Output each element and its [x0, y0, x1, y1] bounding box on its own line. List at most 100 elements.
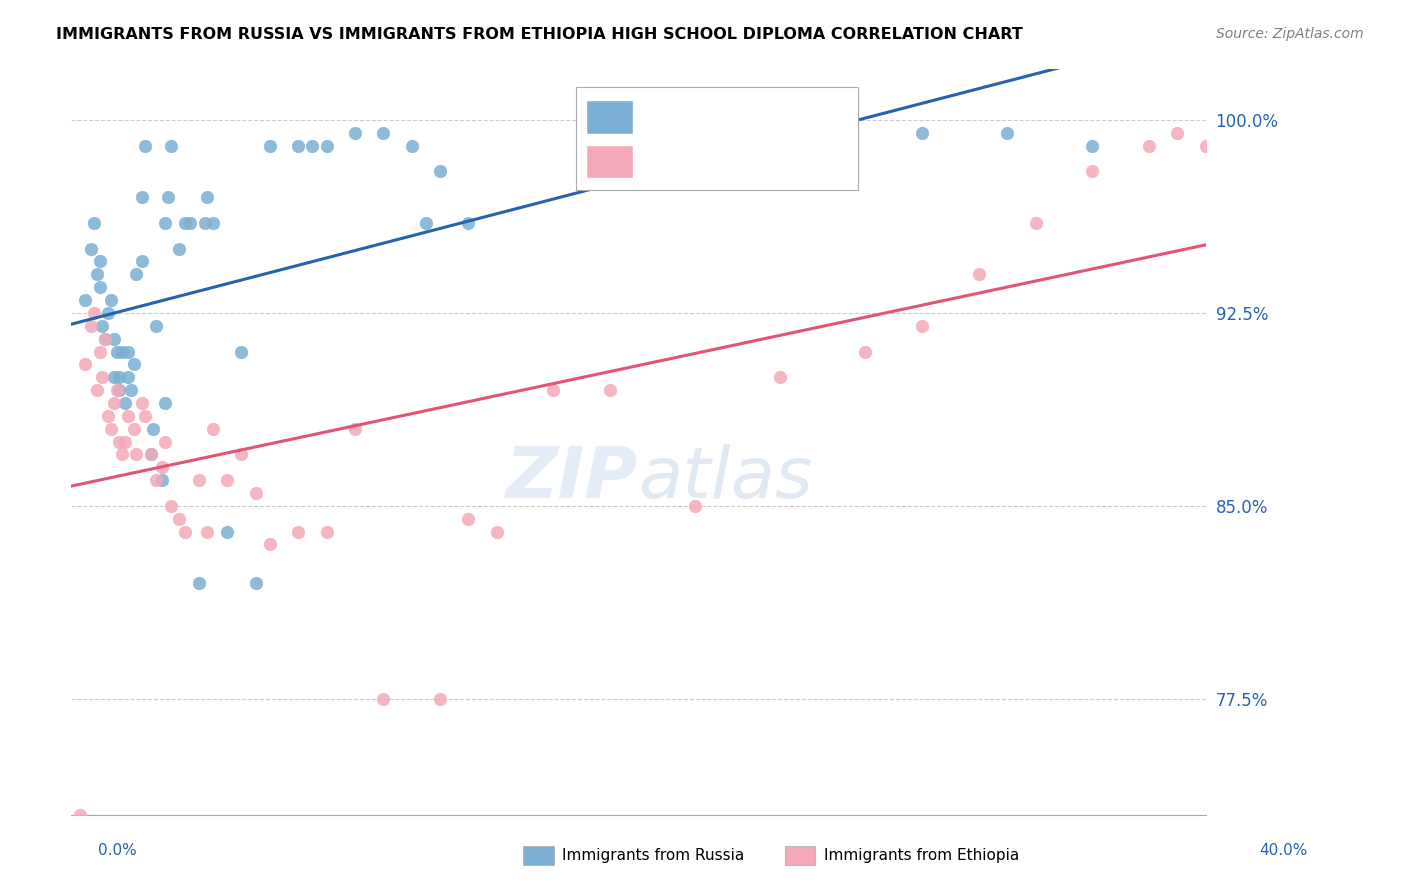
- Point: [75, 293, 97, 307]
- Point: [287, 138, 309, 153]
- Point: [69, 807, 91, 822]
- Point: [1166, 126, 1188, 140]
- Point: [75, 357, 97, 371]
- Point: [111, 447, 134, 461]
- Point: [97, 409, 120, 423]
- Point: [343, 126, 366, 140]
- Point: [995, 126, 1018, 140]
- Point: [571, 138, 593, 153]
- Point: [179, 216, 201, 230]
- Point: [217, 473, 239, 487]
- Point: [114, 434, 136, 449]
- Point: [117, 370, 139, 384]
- Point: [153, 434, 176, 449]
- Point: [245, 486, 267, 500]
- Point: [1081, 164, 1104, 178]
- Point: [134, 409, 156, 423]
- Point: [167, 512, 190, 526]
- Text: IMMIGRANTS FROM RUSSIA VS IMMIGRANTS FROM ETHIOPIA HIGH SCHOOL DIPLOMA CORRELATI: IMMIGRANTS FROM RUSSIA VS IMMIGRANTS FRO…: [56, 27, 1024, 42]
- Point: [83, 306, 105, 320]
- Point: [89, 344, 111, 359]
- Point: [457, 512, 479, 526]
- Point: [197, 190, 219, 204]
- Point: [231, 447, 253, 461]
- Point: [401, 138, 423, 153]
- Point: [769, 370, 792, 384]
- Point: [103, 332, 125, 346]
- Point: [89, 280, 111, 294]
- Point: [173, 216, 195, 230]
- Point: [457, 216, 479, 230]
- Point: [94, 332, 117, 346]
- Point: [153, 396, 176, 410]
- Point: [91, 318, 114, 333]
- Point: [301, 138, 323, 153]
- Point: [83, 216, 105, 230]
- Point: [134, 138, 156, 153]
- Text: R = 0.329    N = 53: R = 0.329 N = 53: [643, 153, 818, 171]
- Text: 40.0%: 40.0%: [1260, 843, 1308, 858]
- Point: [197, 524, 219, 539]
- Point: [108, 383, 131, 397]
- Point: [117, 409, 139, 423]
- Point: [429, 691, 451, 706]
- Point: [315, 138, 337, 153]
- Point: [599, 383, 621, 397]
- Point: [173, 524, 195, 539]
- Point: [967, 268, 990, 282]
- Point: [108, 370, 131, 384]
- Point: [1025, 216, 1047, 230]
- Text: atlas: atlas: [638, 444, 813, 513]
- Point: [97, 306, 120, 320]
- Point: [122, 422, 145, 436]
- Text: R = 0.519    N = 59: R = 0.519 N = 59: [643, 110, 818, 128]
- Point: [108, 434, 131, 449]
- Point: [373, 126, 395, 140]
- Point: [145, 473, 167, 487]
- Point: [217, 524, 239, 539]
- Point: [105, 344, 128, 359]
- Point: [117, 344, 139, 359]
- Point: [343, 422, 366, 436]
- Text: Immigrants from Ethiopia: Immigrants from Ethiopia: [824, 848, 1019, 863]
- Point: [86, 268, 108, 282]
- Point: [120, 383, 142, 397]
- Point: [103, 370, 125, 384]
- Point: [103, 396, 125, 410]
- Point: [111, 344, 134, 359]
- Point: [1137, 138, 1160, 153]
- Point: [131, 190, 153, 204]
- Point: [741, 126, 763, 140]
- Point: [156, 190, 179, 204]
- Point: [122, 357, 145, 371]
- Point: [415, 216, 437, 230]
- Point: [287, 524, 309, 539]
- Point: [259, 537, 281, 551]
- Point: [202, 422, 225, 436]
- Point: [89, 254, 111, 268]
- Point: [91, 370, 114, 384]
- Point: [187, 576, 209, 591]
- Point: [159, 138, 181, 153]
- Text: 0.0%: 0.0%: [98, 843, 138, 858]
- Point: [683, 499, 706, 513]
- Point: [105, 383, 128, 397]
- Point: [80, 242, 103, 256]
- Point: [86, 383, 108, 397]
- Point: [150, 473, 173, 487]
- Point: [142, 422, 165, 436]
- Point: [202, 216, 225, 230]
- Point: [193, 216, 215, 230]
- Point: [150, 460, 173, 475]
- Point: [100, 293, 122, 307]
- Point: [429, 164, 451, 178]
- Point: [485, 524, 508, 539]
- Point: [315, 524, 337, 539]
- Point: [1081, 138, 1104, 153]
- Point: [139, 447, 162, 461]
- Point: [145, 318, 167, 333]
- Point: [911, 126, 934, 140]
- Point: [683, 138, 706, 153]
- Point: [855, 344, 877, 359]
- Point: [131, 254, 153, 268]
